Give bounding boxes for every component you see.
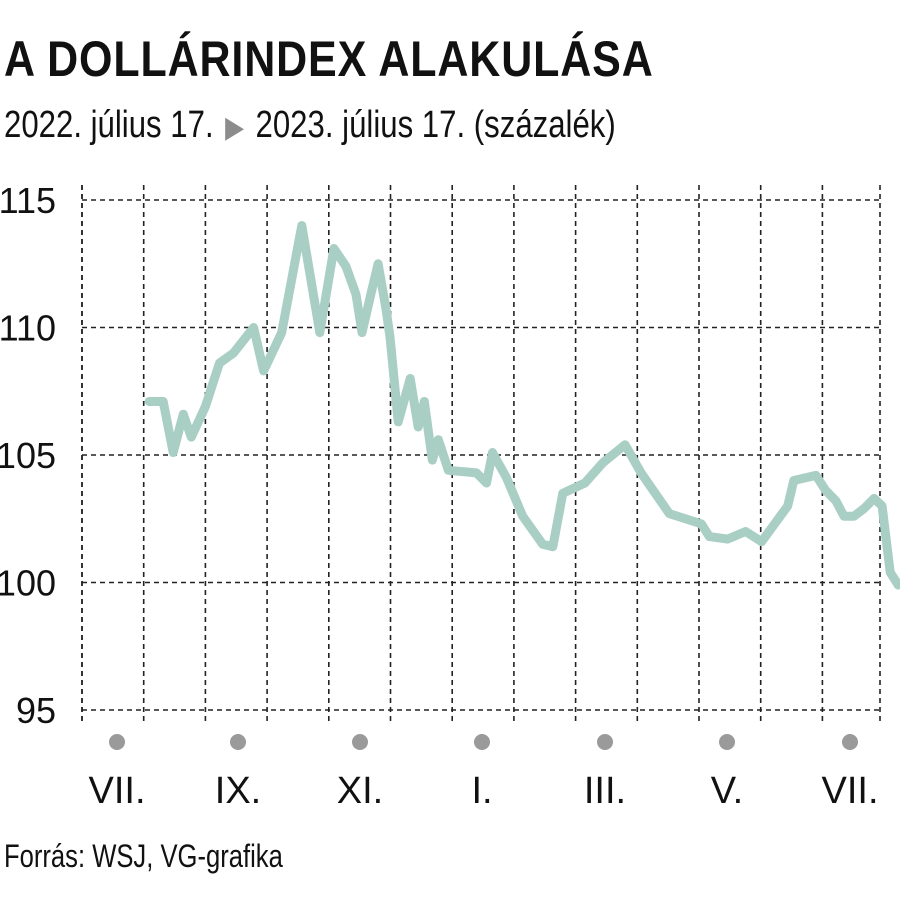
y-tick-label: 95	[16, 690, 56, 731]
chart-title: A DOLLÁRINDEX ALAKULÁSA	[4, 31, 654, 87]
series-line	[144, 221, 900, 590]
subtitle-start-date: 2022. július 17.	[4, 104, 214, 146]
x-tick-dot	[352, 734, 368, 750]
x-tick-dot	[842, 734, 858, 750]
play-arrow-icon: ▶	[225, 111, 245, 144]
grid-layer	[81, 185, 881, 722]
y-axis-ticks: 95 100 105 110 115	[0, 180, 56, 731]
x-tick-dot	[597, 734, 613, 750]
x-tick-label: I.	[471, 770, 492, 812]
y-tick-label: 110	[0, 308, 56, 349]
x-tick-label: XI.	[337, 770, 383, 812]
x-axis-ticks: VII. IX. XI. I. III. V. VII.	[88, 734, 879, 812]
subtitle-end-date: 2023. július 17. (százalék)	[255, 104, 616, 146]
chart-subtitle: 2022. július 17. ▶ 2023. július 17. (száza…	[4, 104, 616, 147]
x-tick-dot	[109, 734, 125, 750]
y-tick-label: 100	[0, 563, 56, 604]
x-tick-dot	[230, 734, 246, 750]
x-tick-dot	[719, 734, 735, 750]
series-layer	[144, 221, 900, 590]
x-tick-dot	[474, 734, 490, 750]
y-tick-label: 105	[0, 435, 56, 476]
x-tick-label: VII.	[88, 770, 145, 812]
x-tick-label: V.	[711, 770, 743, 812]
x-tick-label: III.	[584, 770, 626, 812]
x-tick-label: VII.	[821, 770, 878, 812]
source-note: Forrás: WSJ, VG-grafika	[4, 838, 283, 874]
y-tick-label: 115	[0, 180, 56, 221]
x-tick-label: IX.	[215, 770, 261, 812]
